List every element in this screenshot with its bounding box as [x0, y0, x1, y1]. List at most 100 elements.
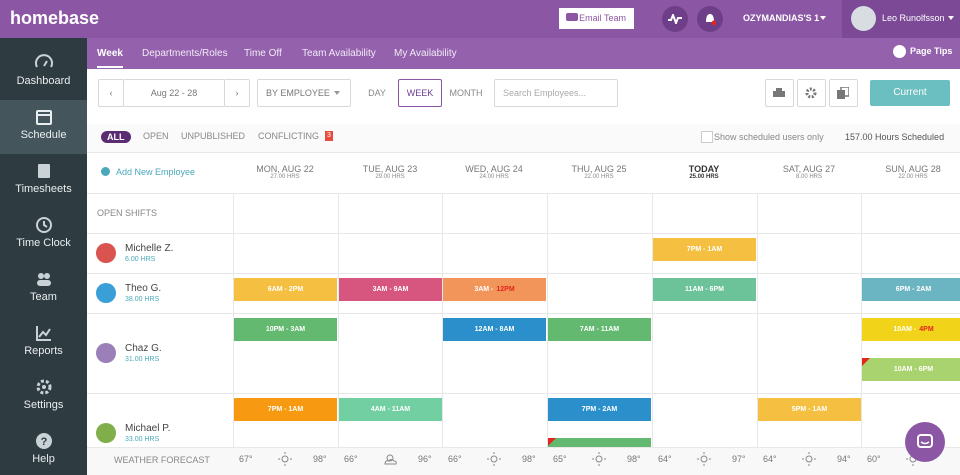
grid-v — [652, 193, 653, 475]
shift[interactable]: 6PM - 2AM — [862, 278, 960, 301]
view-button[interactable]: MONTH — [444, 79, 488, 107]
show-scheduled-checkbox[interactable] — [701, 131, 713, 143]
sidebar-icon: ? — [35, 433, 52, 449]
page-tips[interactable]: Page Tips — [910, 46, 953, 56]
weather-icon — [592, 452, 606, 466]
employee-name[interactable]: Michelle Z. — [125, 243, 174, 254]
tab[interactable]: Team Availability — [302, 48, 376, 59]
filter-bg — [87, 124, 960, 152]
group-by[interactable]: BY EMPLOYEE — [257, 79, 351, 107]
shift-time: 4AM - 11AM — [370, 406, 411, 413]
filter-option[interactable]: CONFLICTING — [258, 131, 320, 141]
shift-time: 3AM - — [474, 286, 494, 293]
weather-low: 67° — [239, 454, 253, 464]
help-chat-button[interactable] — [905, 422, 945, 462]
caret — [334, 91, 340, 95]
shift-conflict-end: 4PM — [919, 326, 934, 333]
date-range[interactable]: Aug 22 - 28 — [123, 79, 225, 107]
employee-name[interactable]: Michael P. — [125, 423, 171, 434]
weather-high: 97° — [732, 454, 746, 464]
shift[interactable]: 6AM - 2PM — [234, 278, 337, 301]
prev-button[interactable]: ‹ — [98, 79, 124, 107]
shift[interactable]: 7AM - 11AM — [548, 318, 651, 341]
shift[interactable]: 5PM - 1AM — [758, 398, 861, 421]
sidebar-item[interactable]: Team — [0, 262, 87, 316]
weather-low: 66° — [344, 454, 358, 464]
next-button[interactable]: › — [224, 79, 250, 107]
filter-option[interactable]: UNPUBLISHED — [181, 131, 246, 141]
weather-high: 98° — [522, 454, 536, 464]
shift[interactable]: 10PM - 3AM — [234, 318, 337, 341]
sidebar-item[interactable]: Dashboard — [0, 46, 87, 100]
shift[interactable]: 7PM - 2AM — [548, 398, 651, 421]
sidebar-item[interactable]: Schedule — [0, 100, 87, 154]
copy-icon — [837, 87, 849, 99]
caret — [820, 16, 826, 20]
shift[interactable]: 7PM - 1AM — [234, 398, 337, 421]
employee-hours: 31.00 HRS — [125, 356, 160, 363]
weather-low: 66° — [448, 454, 462, 464]
tab[interactable]: Time Off — [244, 48, 282, 59]
conflict-flag — [548, 438, 556, 446]
svg-text:?: ? — [40, 436, 47, 448]
day-hours: 29.00 HRS — [375, 174, 405, 180]
employee-avatar — [96, 243, 116, 263]
user-name[interactable]: Leo Runolfsson — [882, 13, 945, 23]
location-menu[interactable]: OZYMANDIAS'S 1 — [743, 13, 820, 23]
email-button[interactable]: Email Team — [559, 8, 634, 29]
day-name: MON, AUG 22 — [256, 164, 314, 174]
add-employee-icon — [101, 167, 110, 176]
employee-name[interactable]: Chaz G. — [125, 343, 162, 354]
open-shifts-label: OPEN SHIFTS — [97, 208, 158, 218]
grid-h — [87, 273, 960, 274]
employee-avatar — [96, 283, 116, 303]
sidebar-label: Help — [32, 453, 55, 465]
tab[interactable]: Week — [97, 48, 123, 68]
shift-conflict-end: 12PM — [496, 286, 515, 293]
view-button[interactable]: DAY — [355, 79, 399, 107]
grid-h — [87, 152, 960, 153]
sidebar-item[interactable]: Time Clock — [0, 208, 87, 262]
view-button[interactable]: WEEK — [398, 79, 442, 107]
shift-time: 12AM - 8AM — [474, 326, 515, 333]
shift[interactable]: 3AM - 9AM — [339, 278, 442, 301]
day-hours: 24.00 HRS — [479, 174, 509, 180]
day-hours: 27.00 HRS — [270, 174, 300, 180]
day-name: SAT, AUG 27 — [782, 164, 836, 174]
sidebar-icon — [37, 164, 50, 178]
shift-time: 7AM - 11AM — [579, 326, 620, 333]
grid-v — [442, 193, 443, 475]
shift[interactable]: 10AM - 6PM — [862, 358, 960, 381]
shift[interactable]: 11AM - 6PM — [653, 278, 756, 301]
show-scheduled-label: Show scheduled users only — [714, 132, 824, 142]
shift[interactable]: 10AM -4PM — [862, 318, 960, 341]
add-employee[interactable]: Add New Employee — [116, 167, 196, 177]
weather-icon — [278, 452, 292, 466]
shift-time: 6PM - 2AM — [895, 286, 932, 293]
shift[interactable]: 4AM - 11AM — [339, 398, 442, 421]
weather-bg — [87, 447, 960, 475]
weather-high: 98° — [627, 454, 641, 464]
sidebar-item[interactable]: Timesheets — [0, 154, 87, 208]
sidebar-label: Time Clock — [16, 237, 71, 249]
tab[interactable]: My Availability — [394, 48, 457, 59]
filter-option[interactable]: ALL — [101, 131, 131, 143]
employee-name[interactable]: Theo G. — [125, 283, 162, 294]
grid-v — [233, 193, 234, 475]
current-button[interactable]: Current — [870, 80, 950, 106]
logo: homebase — [10, 8, 100, 28]
tool-button[interactable] — [797, 79, 826, 107]
shift[interactable]: 7PM - 1AM — [653, 238, 756, 261]
shift-time: 7PM - 2AM — [581, 406, 618, 413]
day-hours: 22.00 HRS — [898, 174, 928, 180]
sidebar-item[interactable]: ? Help — [0, 424, 87, 475]
sidebar-item[interactable]: Reports — [0, 316, 87, 370]
shift[interactable]: 12AM - 8AM — [443, 318, 546, 341]
shift[interactable]: 3AM -12PM — [443, 278, 546, 301]
grid-v — [338, 193, 339, 475]
grid-h — [87, 313, 960, 314]
search-input[interactable]: Search Employees... — [494, 79, 618, 107]
filter-option[interactable]: OPEN — [143, 131, 169, 141]
sidebar-item[interactable]: Settings — [0, 370, 87, 424]
tab[interactable]: Departments/Roles — [142, 48, 228, 59]
